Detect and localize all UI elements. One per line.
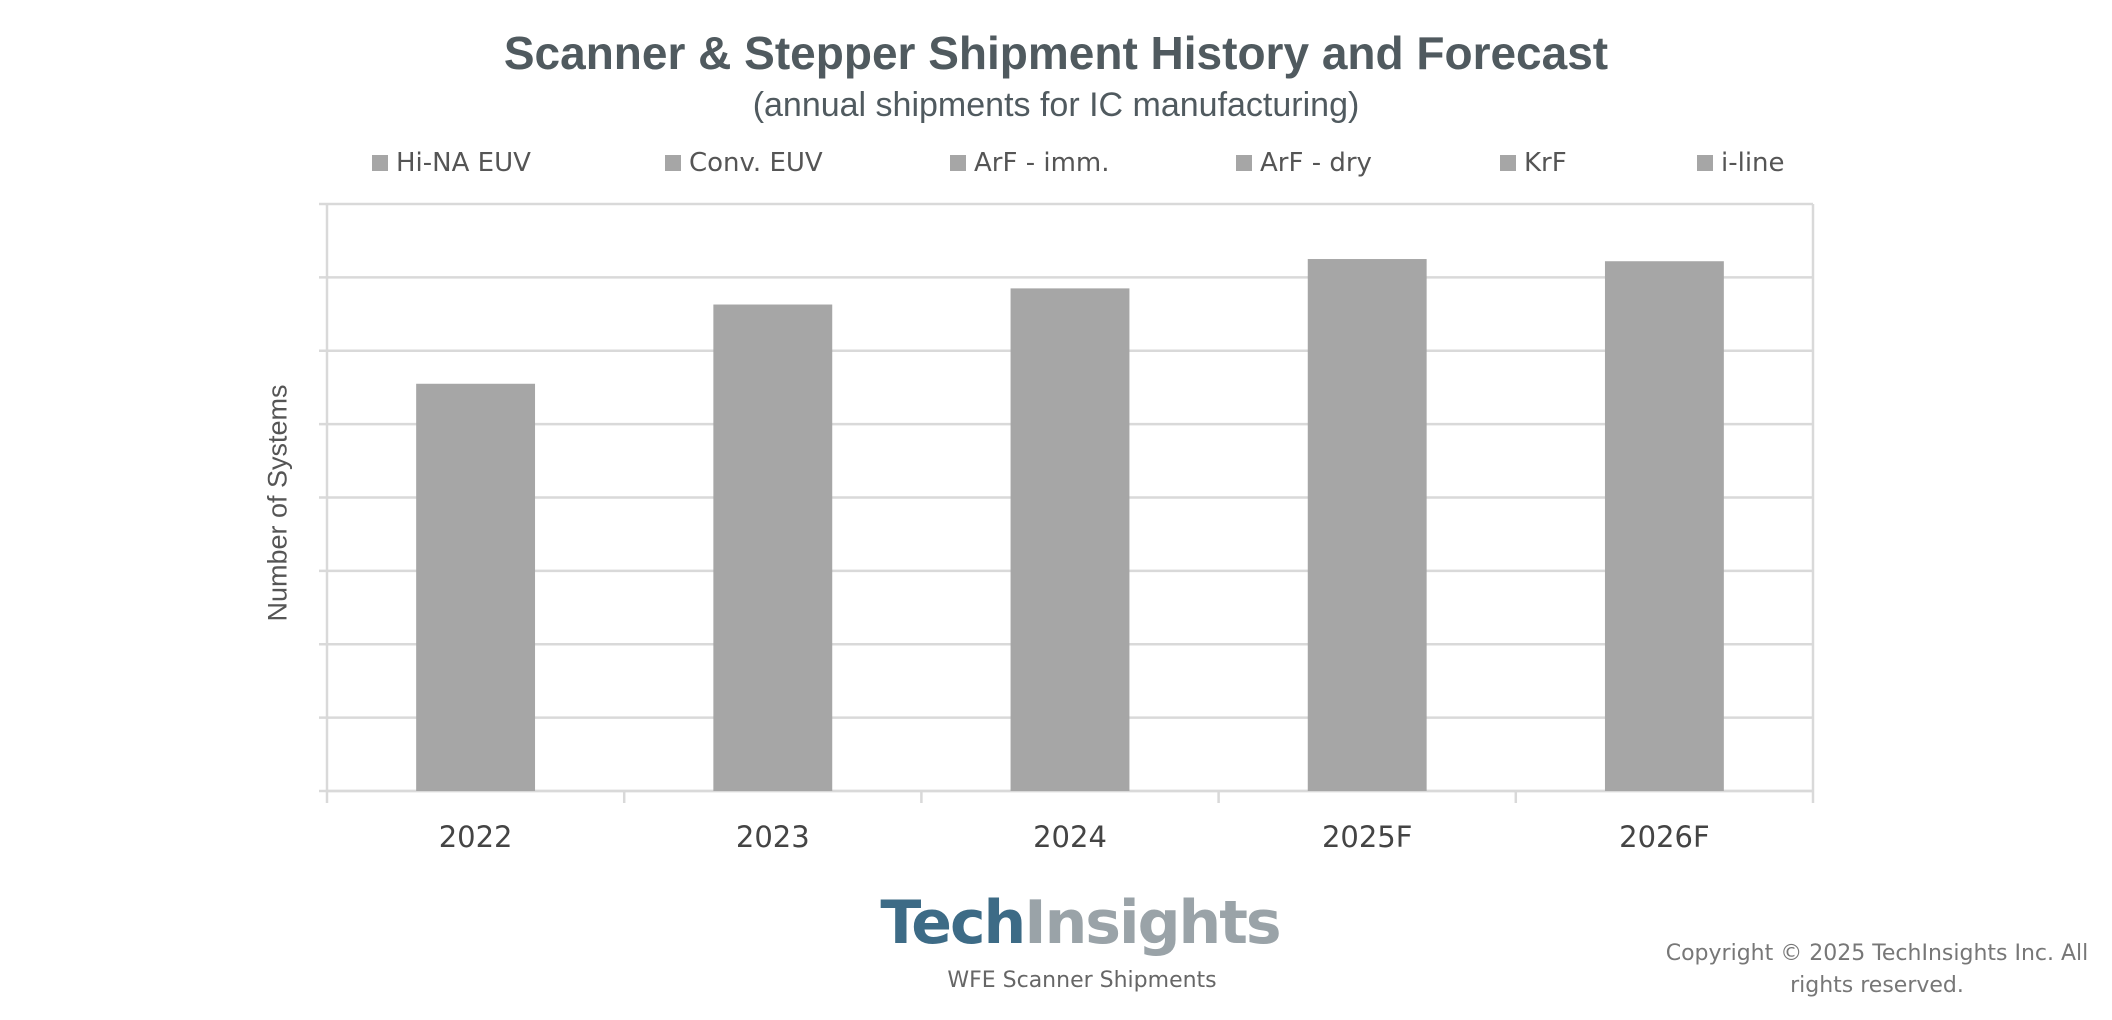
- legend-item: ArF - imm.: [950, 146, 1109, 180]
- x-tick-label: 2022: [439, 820, 513, 854]
- bar-2024: [1010, 288, 1130, 791]
- legend-swatch: [372, 155, 388, 171]
- legend-item: Hi-NA EUV: [372, 146, 531, 180]
- chart-subtitle: (annual shipments for IC manufacturing): [752, 86, 1360, 124]
- techinsights-logo: TechInsights: [0, 888, 2112, 958]
- legend-label: KrF: [1524, 148, 1567, 178]
- x-tick-label: 2025F: [1322, 820, 1412, 854]
- legend-swatch: [665, 155, 681, 171]
- legend-item: KrF: [1500, 146, 1567, 180]
- logo-text-insights: Insights: [1024, 888, 1281, 958]
- legend-item: Conv. EUV: [665, 146, 823, 180]
- bar-2022: [416, 383, 536, 791]
- bar-2026f: [1604, 261, 1724, 791]
- legend-item: i-line: [1697, 146, 1785, 180]
- legend-label: ArF - imm.: [974, 148, 1110, 178]
- y-axis-label: Number of Systems: [262, 384, 293, 622]
- legend-swatch: [1236, 155, 1252, 171]
- x-tick-label: 2024: [1033, 820, 1107, 854]
- bar-2023: [713, 304, 833, 791]
- bar-2025f: [1307, 259, 1427, 791]
- logo-caption: WFE Scanner Shipments: [947, 968, 1217, 993]
- legend-swatch: [950, 155, 966, 171]
- x-tick-label: 2026F: [1619, 820, 1709, 854]
- legend-swatch: [1697, 155, 1713, 171]
- legend-label: Conv. EUV: [689, 148, 823, 178]
- legend-label: Hi-NA EUV: [396, 148, 531, 178]
- chart-title: Scanner & Stepper Shipment History and F…: [503, 27, 1609, 79]
- copyright-notice: Copyright © 2025 TechInsights Inc. All r…: [1665, 941, 2089, 998]
- legend-swatch: [1500, 155, 1516, 171]
- logo-text-tech: Tech: [880, 888, 1026, 958]
- legend-item: ArF - dry: [1236, 146, 1372, 180]
- x-tick-label: 2023: [736, 820, 810, 854]
- legend-label: ArF - dry: [1260, 148, 1372, 178]
- legend-label: i-line: [1721, 148, 1785, 178]
